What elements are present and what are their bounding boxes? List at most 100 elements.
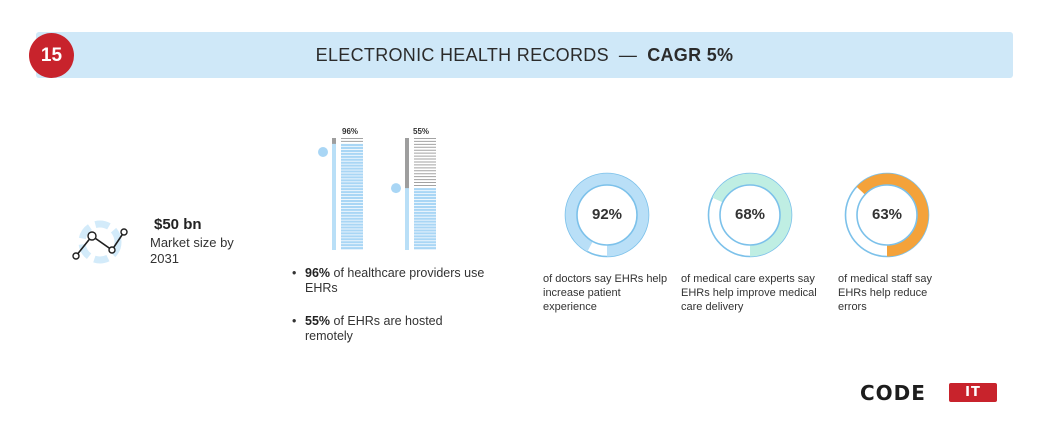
bar-segment-filled: [414, 217, 436, 220]
bar-segment-filled: [341, 199, 363, 203]
bar-segment-filled: [414, 235, 436, 238]
bar-segment-empty: [414, 173, 436, 175]
logo-it-text: IT: [949, 383, 997, 402]
donut-inner-ring: [576, 184, 638, 246]
bar-segment-filled: [341, 244, 363, 247]
bar-segment-filled: [341, 241, 363, 244]
header-cagr: CAGR 5%: [647, 45, 734, 65]
bar-segment-filled: [341, 158, 363, 161]
bar-data-label: 96%: [342, 127, 359, 136]
donut-inner-ring: [856, 184, 918, 246]
bar-segment-empty: [414, 167, 436, 169]
bar-segment-filled: [414, 211, 436, 214]
bar-segment-filled: [341, 217, 363, 220]
bar-segment-filled: [414, 247, 436, 250]
donut-care-delivery: 68%: [704, 169, 796, 261]
bar-segment-filled: [414, 188, 436, 191]
bar-segment-filled: [414, 196, 436, 200]
header-dash: —: [618, 45, 638, 65]
bar-segment-filled: [341, 214, 363, 217]
bar-segment-filled: [341, 202, 363, 205]
donut-graphic: [707, 172, 793, 258]
donut-slice-value: [708, 173, 792, 257]
donut-value: 92%: [591, 206, 623, 223]
bar-segment-empty: [414, 158, 436, 160]
bar-segment-filled: [341, 149, 363, 152]
bar-segment-filled: [341, 238, 363, 241]
bar-segment-empty: [414, 155, 436, 157]
bar-segment-filled: [341, 223, 363, 226]
bar-data-label: 55%: [413, 127, 430, 136]
bar-segment-empty: [414, 164, 436, 166]
bar-segment-filled: [341, 220, 363, 223]
bar-segment-filled: [341, 226, 363, 229]
bar-segment-filled: [414, 199, 436, 203]
bullet-list: • 96% of healthcare providers use EHRs •…: [292, 266, 492, 362]
bar-segment-filled: [414, 220, 436, 223]
bar-marker-dot: [318, 147, 328, 157]
donut-slice-value: [845, 173, 929, 257]
bar-segment-filled: [341, 211, 363, 214]
bar-segment-filled: [414, 194, 436, 197]
bar-segment-empty: [414, 179, 436, 181]
bar-segment-filled: [414, 226, 436, 229]
bar-segment-filled: [341, 170, 363, 173]
bar-segment-filled: [341, 196, 363, 200]
bar-segment-filled: [414, 208, 436, 211]
bar-segment-empty: [341, 138, 363, 139]
bullet-text: of healthcare providers use EHRs: [305, 266, 485, 295]
market-size-value: $50 bn: [154, 216, 202, 233]
donut-value: 68%: [734, 206, 766, 223]
bullet-dot: •: [292, 314, 297, 328]
bar-segment-filled: [341, 229, 363, 232]
bar-segment-filled: [414, 214, 436, 217]
bullet-dot: •: [292, 266, 297, 280]
bar-segment-empty: [414, 170, 436, 172]
bar-segment-filled: [414, 244, 436, 247]
bar-segment-filled: [414, 191, 436, 194]
donut-reduce-errors: 63%: [841, 169, 933, 261]
bar-segment-filled: [341, 205, 363, 208]
bar-segment-filled: [341, 232, 363, 235]
bar-rail: [405, 138, 409, 250]
code-it-logo: CODE IT: [860, 381, 1000, 405]
bar-segment-filled: [341, 164, 363, 167]
bar-segment-filled: [341, 235, 363, 238]
bar-segment-filled: [341, 208, 363, 211]
bar-segment-filled: [414, 205, 436, 208]
bar-segment-filled: [341, 182, 363, 185]
bar-segment-empty: [414, 152, 436, 154]
bar-segment-empty: [414, 176, 436, 178]
bar-segment-filled: [341, 194, 363, 197]
list-item: • 96% of healthcare providers use EHRs: [292, 266, 492, 296]
bar-segment-empty: [414, 149, 436, 151]
bar-segment-empty: [414, 185, 436, 186]
bar-segment-filled: [414, 238, 436, 241]
page-title: ELECTRONIC HEALTH RECORDS — CAGR 5%: [36, 32, 1013, 78]
bar-segment-filled: [341, 161, 363, 164]
bar-segment-filled: [341, 152, 363, 155]
bar-segment-filled: [341, 155, 363, 158]
donut-caption: of doctors say EHRs help increase patien…: [543, 273, 668, 313]
logo-code-text: CODE: [860, 381, 926, 405]
bar-segment-filled: [341, 185, 363, 188]
section-number-badge: 15: [29, 33, 74, 78]
bar-segment-filled: [341, 146, 363, 149]
bar-providers: 96%: [316, 124, 366, 254]
bar-segment-filled: [341, 191, 363, 194]
bar-graphic: [391, 138, 436, 250]
bar-marker-dot: [391, 183, 401, 194]
bar-segment-filled: [341, 167, 363, 170]
line-chart-icon: [72, 220, 128, 264]
header-title-text: ELECTRONIC HEALTH RECORDS: [315, 45, 609, 65]
bar-rail: [332, 138, 336, 250]
bar-segment-empty: [414, 182, 436, 183]
bar-segment-filled: [414, 229, 436, 232]
bar-segment-filled: [341, 173, 363, 176]
bar-graphic: [318, 138, 363, 250]
donut-slice-value: [565, 173, 649, 257]
market-size-block: $50 bn Market size by 2031: [70, 214, 270, 274]
bar-segment-filled: [341, 143, 363, 147]
bar-segment-empty: [414, 143, 436, 145]
donut-caption: of medical staff say EHRs help reduce er…: [838, 273, 932, 313]
